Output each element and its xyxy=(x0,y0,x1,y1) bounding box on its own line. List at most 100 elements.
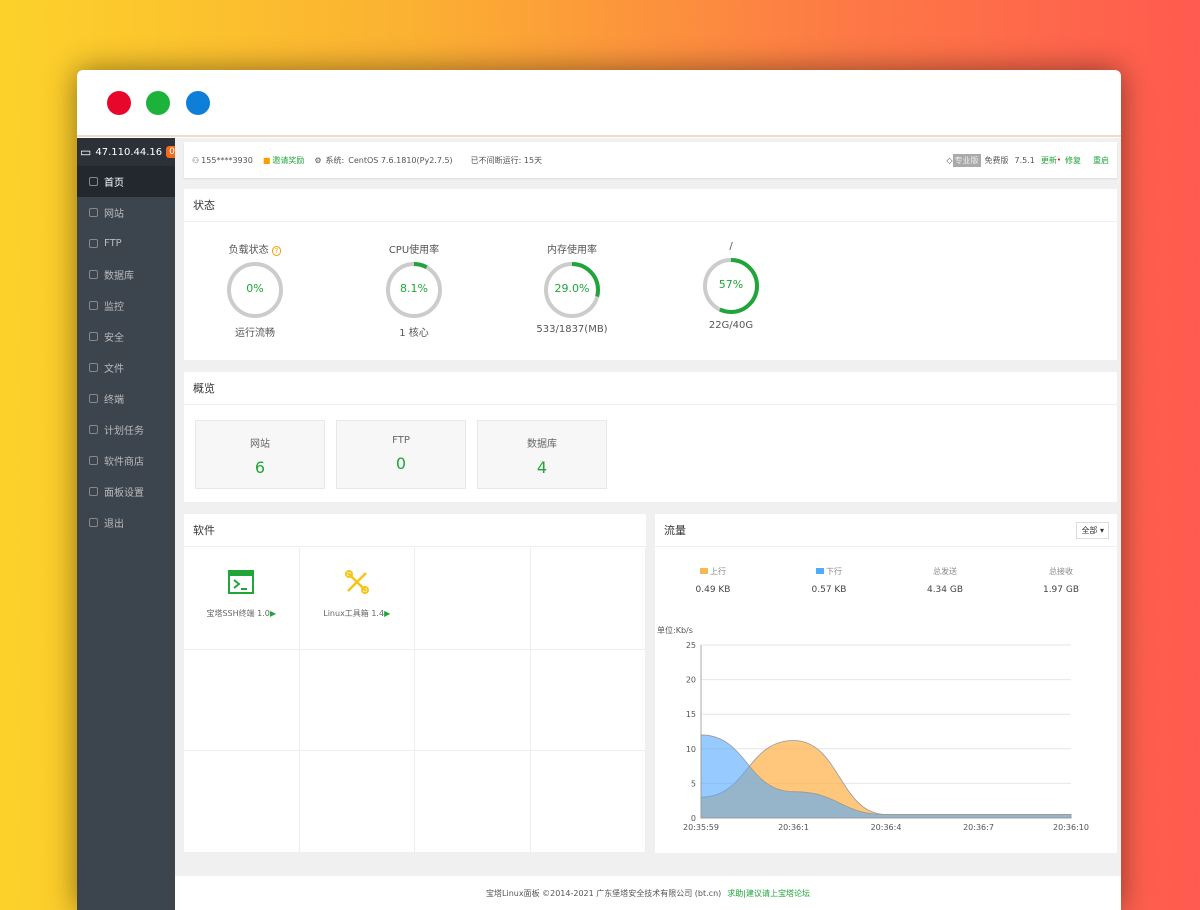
software-cell xyxy=(415,649,531,752)
sidebar-item-label: FTP xyxy=(104,238,122,249)
overview-1[interactable]: FTP 0 xyxy=(336,420,466,489)
repair-link[interactable]: 修复 xyxy=(1065,155,1081,165)
gauge-label: 内存使用率 xyxy=(547,245,597,256)
overview-value: 4 xyxy=(536,458,548,477)
traffic-stat-1: 下行 0.57 KB xyxy=(784,566,874,595)
gauge-2[interactable]: 内存使用率 29.0% 533/1837(MB) xyxy=(512,241,632,335)
legend-swatch xyxy=(700,568,708,574)
sidebar-item-label: 软件商店 xyxy=(104,457,144,468)
update-dot: • xyxy=(1056,156,1061,164)
sidebar-item-9[interactable]: 软件商店 xyxy=(77,445,175,476)
home-icon xyxy=(89,177,98,186)
sidebar-item-label: 文件 xyxy=(104,364,124,375)
invite-link[interactable]: 邀请奖励 xyxy=(272,155,305,165)
sidebar-item-2[interactable]: FTP xyxy=(77,228,175,259)
sidebar-item-label: 安全 xyxy=(104,333,124,344)
sidebar-item-label: 退出 xyxy=(104,519,124,530)
sidebar-item-7[interactable]: 终端 xyxy=(77,383,175,414)
x-tick-label: 20:36:7 xyxy=(963,823,994,832)
sidebar-item-5[interactable]: 安全 xyxy=(77,321,175,352)
globe-icon xyxy=(89,208,98,217)
minimize-dot[interactable] xyxy=(186,91,210,115)
gear-icon: ⚙ xyxy=(314,155,322,165)
traffic-chart: 单位:Kb/s 0 5 10 15 20 25 20:35:59 20:36:1 20:36:4 2… xyxy=(657,625,1089,832)
free-edition: 免费版 xyxy=(984,155,1009,165)
legend-swatch xyxy=(816,568,824,574)
main-content: ⚇ 155****3930 ■ 邀请奖励 ⚙ 系统: CentOS 7.6.1810(P… xyxy=(175,138,1121,910)
software-name: 宝塔SSH终端 1.0 xyxy=(206,609,270,618)
x-tick-label: 20:36:10 xyxy=(1053,823,1089,832)
server-ip: 47.110.44.16 xyxy=(95,146,163,158)
traffic-stat-0: 上行 0.49 KB xyxy=(668,566,758,595)
gauge-value: 0% xyxy=(246,282,264,295)
sidebar-item-10[interactable]: 面板设置 xyxy=(77,476,175,507)
info-bar: ⚇ 155****3930 ■ 邀请奖励 ⚙ 系统: CentOS 7.6.1810(P… xyxy=(184,142,1117,178)
software-cell xyxy=(184,649,300,752)
folder-icon xyxy=(89,363,98,372)
restart-link[interactable]: 重启 xyxy=(1093,155,1109,165)
monitor-icon: ▭ xyxy=(80,145,92,159)
sidebar-item-8[interactable]: 计划任务 xyxy=(77,414,175,445)
gauge-ring xyxy=(703,258,759,314)
gauge-0[interactable]: 负载状态? 0% 运行流畅 xyxy=(195,241,315,339)
gauge-1[interactable]: CPU使用率 8.1% 1 核心 xyxy=(354,241,474,339)
monitor-icon xyxy=(89,301,98,310)
play-icon[interactable]: ▶ xyxy=(269,609,277,618)
sidebar-item-label: 数据库 xyxy=(104,271,134,282)
shield-icon xyxy=(89,332,98,341)
maximize-dot[interactable] xyxy=(146,91,170,115)
stat-label: 总发送 xyxy=(933,567,957,576)
overview-card: 概览 网站 6 FTP 0 数据库 4 xyxy=(184,372,1117,502)
traffic-stat-3: 总接收 1.97 GB xyxy=(1016,566,1106,595)
gauge-ring xyxy=(386,262,442,318)
software-card: 软件 宝塔SSH终端 1.0▶ Linux工具箱 1.4▶ xyxy=(184,514,646,853)
copyright: 宝塔Linux面板 ©2014-2021 广东堡塔安全技术有限公司 (bt.cn… xyxy=(486,888,722,898)
play-icon[interactable]: ▶ xyxy=(384,609,391,618)
sidebar-item-label: 终端 xyxy=(104,395,124,406)
tools-icon xyxy=(300,568,415,598)
pro-badge[interactable]: 专业版 xyxy=(952,153,981,167)
overview-2[interactable]: 数据库 4 xyxy=(477,420,607,489)
gauge-value: 57% xyxy=(718,278,744,291)
gauge-3[interactable]: / 57% 22G/40G xyxy=(671,241,791,331)
sidebar-item-label: 监控 xyxy=(104,302,124,313)
y-tick-label: 25 xyxy=(686,641,696,650)
traffic-select-value: 全部 xyxy=(1081,525,1098,535)
gauge-sub: 运行流畅 xyxy=(235,328,275,339)
system-label: 系统: xyxy=(325,155,345,165)
software-cell[interactable]: 宝塔SSH终端 1.0▶ xyxy=(184,548,300,650)
software-cell[interactable]: Linux工具箱 1.4▶ xyxy=(299,548,415,650)
sidebar: ▭ 47.110.44.16 0 首页网站 FTP 数据库监控安全文件终端计划任务软件商… xyxy=(77,138,178,910)
logout-icon xyxy=(89,518,98,527)
sidebar-item-3[interactable]: 数据库 xyxy=(77,259,175,290)
user-icon: ⚇ xyxy=(192,155,200,165)
sidebar-item-11[interactable]: 退出 xyxy=(77,507,175,538)
sidebar-item-label: 首页 xyxy=(104,178,124,189)
close-dot[interactable] xyxy=(107,91,131,115)
forum-link[interactable]: 求助|建议请上宝塔论坛 xyxy=(727,888,810,898)
footer: 宝塔Linux面板 ©2014-2021 广东堡塔安全技术有限公司 (bt.cn… xyxy=(175,876,1121,910)
sidebar-item-4[interactable]: 监控 xyxy=(77,290,175,321)
sidebar-item-0[interactable]: 首页 xyxy=(77,166,175,197)
clock-icon xyxy=(89,425,98,434)
gauge-value: 8.1% xyxy=(400,282,428,295)
software-cell xyxy=(530,649,646,752)
status-title: 状态 xyxy=(184,189,1117,222)
notification-badge[interactable]: 0 xyxy=(166,146,178,158)
stat-label: 上行 xyxy=(710,567,726,576)
sidebar-item-6[interactable]: 文件 xyxy=(77,352,175,383)
terminal-icon xyxy=(184,568,299,598)
update-link[interactable]: 更新 xyxy=(1040,155,1057,165)
gauge-sub: 533/1837(MB) xyxy=(536,324,608,335)
stat-value: 1.97 GB xyxy=(1042,585,1080,595)
software-cell xyxy=(415,548,531,650)
software-cell xyxy=(530,751,646,853)
traffic-select[interactable]: 全部 ▾ xyxy=(1076,521,1109,539)
gauge-value: 29.0% xyxy=(554,282,590,295)
overview-0[interactable]: 网站 6 xyxy=(195,420,325,489)
software-cell xyxy=(299,649,415,752)
sidebar-item-1[interactable]: 网站 xyxy=(77,197,175,228)
sidebar-item-label: 网站 xyxy=(104,209,124,220)
gauge-label: / xyxy=(729,241,733,252)
help-icon[interactable]: ? xyxy=(271,246,282,256)
